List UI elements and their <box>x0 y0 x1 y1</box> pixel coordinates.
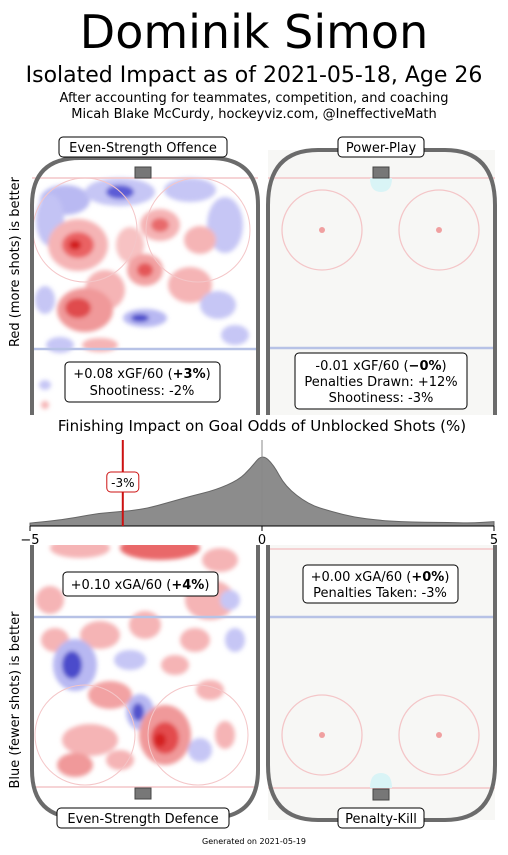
es-defence-heatmap <box>36 545 245 777</box>
svg-text:Even-Strength Defence: Even-Strength Defence <box>67 812 218 827</box>
svg-text:-0.01 xGF/60 (−0%): -0.01 xGF/60 (−0%) <box>315 359 446 374</box>
page-subtitle: Isolated Impact as of 2021-05-18, Age 26 <box>25 63 483 88</box>
svg-text:Shootiness: -2%: Shootiness: -2% <box>90 384 195 399</box>
description-line-2: Micah Blake McCurdy, hockeyviz.com, @Ine… <box>71 107 437 122</box>
x-tick-label: 0 <box>258 533 266 548</box>
es-offence-heatmap <box>35 178 249 409</box>
power-play-label: Power-Play <box>337 136 425 158</box>
svg-text:Power-Play: Power-Play <box>346 141 417 156</box>
es-defence-stats: +0.10 xGA/60 (+4%) <box>62 571 219 597</box>
chart-title: Finishing Impact on Goal Odds of Unblock… <box>58 417 466 435</box>
svg-text:Shootiness: -3%: Shootiness: -3% <box>329 391 434 406</box>
footer-generated: Generated on 2021-05-19 <box>202 837 306 846</box>
es-defence-label: Even-Strength Defence <box>56 807 230 829</box>
es-offence-label: Even-Strength Offence <box>58 136 228 158</box>
penalty-kill-rink <box>266 545 497 822</box>
svg-text:Even-Strength Offence: Even-Strength Offence <box>69 141 217 156</box>
x-tick-label: 5 <box>490 533 498 548</box>
es-offence-stats: +0.08 xGF/60 (+3%) Shootiness: -2% <box>64 361 221 403</box>
goal-net-icon <box>372 788 390 801</box>
svg-text:Penalties Drawn: +12%: Penalties Drawn: +12% <box>304 375 457 390</box>
page-title: Dominik Simon <box>79 5 429 59</box>
svg-text:+0.10 xGA/60 (+4%): +0.10 xGA/60 (+4%) <box>71 578 210 593</box>
goal-net-icon <box>134 166 152 179</box>
power-play-stats: -0.01 xGF/60 (−0%) Penalties Drawn: +12%… <box>294 352 468 410</box>
player-marker-box <box>106 471 140 493</box>
description-line-1: After accounting for teammates, competit… <box>59 91 449 106</box>
player-marker-label: -3% <box>111 476 134 490</box>
svg-text:+0.08 xGF/60 (+3%): +0.08 xGF/60 (+3%) <box>73 367 210 382</box>
goal-net-icon <box>134 787 152 800</box>
finishing-density-plot: −5 0 5 -3% <box>20 440 498 548</box>
penalty-kill-stats: +0.00 xGA/60 (+0%) Penalties Taken: -3% <box>302 564 459 604</box>
svg-text:Penalty-Kill: Penalty-Kill <box>345 812 417 827</box>
x-tick-label: −5 <box>20 533 39 548</box>
es-offence-rink <box>30 156 260 415</box>
goal-net-icon <box>372 166 390 179</box>
svg-text:Penalties Taken: -3%: Penalties Taken: -3% <box>313 586 447 601</box>
penalty-kill-label: Penalty-Kill <box>337 807 425 829</box>
svg-text:+0.00 xGA/60 (+0%): +0.00 xGA/60 (+0%) <box>311 570 450 585</box>
